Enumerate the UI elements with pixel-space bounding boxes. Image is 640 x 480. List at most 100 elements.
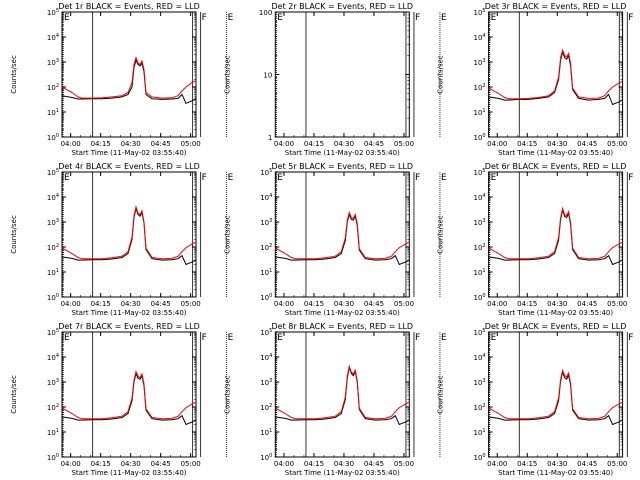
- y-tick-label: 100: [473, 293, 485, 302]
- y-tick-label: 100: [47, 293, 59, 302]
- plot-frame: [61, 331, 197, 458]
- series-line-lld: [275, 210, 410, 260]
- y-tick-label: 101: [473, 108, 485, 117]
- x-tick-label: 04:30: [547, 300, 567, 308]
- x-tick-label: 04:30: [121, 300, 141, 308]
- chart-title: Det 8r BLACK = Events, RED = LLD: [272, 322, 414, 331]
- y-tick-label: 104: [47, 33, 59, 42]
- x-tick-label: 04:00: [61, 460, 81, 468]
- x-tick-label: 05:00: [394, 140, 414, 148]
- y-tick-label: 102: [260, 403, 272, 412]
- y-tick-label: 104: [473, 353, 485, 362]
- x-tick-label: 04:00: [487, 300, 507, 308]
- x-axis-label: Start Time (11-May-02 03:55:40): [71, 149, 186, 157]
- event-marker-label: F: [415, 173, 420, 183]
- chart-panel-8: Det 8r BLACK = Events, RED = LLD 100 101 10…: [223, 322, 447, 477]
- chart-title: Det 5r BLACK = Events, RED = LLD: [272, 162, 414, 171]
- chart-title: Det 6r BLACK = Events, RED = LLD: [485, 162, 627, 171]
- y-tick-label: 104: [260, 193, 272, 202]
- x-tick-label: 04:45: [577, 140, 597, 148]
- event-marker-label: E: [491, 13, 497, 23]
- chart-panel-5: Det 5r BLACK = Events, RED = LLD 100 101 10…: [223, 162, 447, 317]
- x-tick-label: 05:00: [607, 300, 627, 308]
- y-axis-label: Counts/sec: [437, 215, 445, 254]
- y-tick-label: 103: [47, 218, 59, 227]
- x-axis-label: Start Time (11-May-02 03:55:40): [285, 469, 400, 477]
- x-axis-label: Start Time (11-May-02 03:55:40): [498, 149, 613, 157]
- plot-frame: [61, 171, 197, 298]
- y-axis-label: Counts/sec: [10, 375, 18, 414]
- series-line-lld: [488, 206, 623, 260]
- event-marker-label: E: [491, 333, 497, 343]
- x-tick-label: 05:00: [394, 460, 414, 468]
- x-tick-label: 04:00: [487, 140, 507, 148]
- x-tick-label: 05:00: [181, 140, 201, 148]
- chart-title: Det 3r BLACK = Events, RED = LLD: [485, 2, 627, 11]
- x-tick-label: 05:00: [181, 300, 201, 308]
- series-line-events: [488, 50, 623, 106]
- series-line-events: [488, 208, 623, 266]
- y-axis-label: Counts/sec: [223, 55, 231, 94]
- event-marker-label: F: [628, 173, 633, 183]
- chart-panel-7: Det 7r BLACK = Events, RED = LLD 100 101 10…: [10, 322, 234, 477]
- event-marker-label: E: [441, 173, 447, 183]
- x-tick-label: 04:15: [91, 460, 111, 468]
- y-tick-label: 101: [473, 268, 485, 277]
- series-line-events: [275, 365, 410, 426]
- x-axis-label: Start Time (11-May-02 03:55:40): [498, 309, 613, 317]
- chart-panel-6: Det 6r BLACK = Events, RED = LLD 100 101 10…: [437, 162, 634, 317]
- x-tick-label: 04:00: [274, 300, 294, 308]
- event-marker-label: E: [228, 333, 234, 343]
- y-tick-label: 101: [47, 268, 59, 277]
- x-tick-label: 04:30: [334, 300, 354, 308]
- y-tick-label: 100: [260, 293, 272, 302]
- x-tick-label: 04:45: [577, 300, 597, 308]
- series-line-lld: [61, 205, 197, 260]
- plot-frame: [488, 171, 624, 298]
- x-tick-label: 05:00: [607, 460, 627, 468]
- y-axis-label: Counts/sec: [10, 215, 18, 254]
- x-tick-label: 04:45: [364, 460, 384, 468]
- plot-frame: [274, 11, 410, 138]
- event-marker-label: E: [441, 333, 447, 343]
- y-axis-label: Counts/sec: [223, 215, 231, 254]
- event-marker-label: E: [277, 173, 283, 183]
- series-line-lld: [61, 55, 197, 99]
- x-tick-label: 04:00: [274, 140, 294, 148]
- x-axis-label: Start Time (11-May-02 03:55:40): [71, 469, 186, 477]
- y-tick-label: 104: [260, 353, 272, 362]
- y-tick-label: 105: [260, 328, 272, 337]
- series-line-lld: [488, 368, 623, 420]
- y-tick-label: 101: [47, 108, 59, 117]
- y-tick-label: 103: [47, 378, 59, 387]
- event-marker-label: E: [441, 13, 447, 23]
- y-tick-label: 101: [260, 428, 272, 437]
- y-tick-label: 102: [473, 83, 485, 92]
- event-marker-label: F: [202, 13, 207, 23]
- y-tick-label: 102: [260, 243, 272, 252]
- y-tick-label: 10: [263, 72, 272, 80]
- series-line-lld: [275, 364, 410, 420]
- x-tick-label: 04:00: [61, 300, 81, 308]
- x-tick-label: 04:45: [577, 460, 597, 468]
- chart-title: Det 2r BLACK = Events, RED = LLD: [272, 2, 414, 11]
- y-tick-label: 105: [473, 168, 485, 177]
- chart-title: Det 9r BLACK = Events, RED = LLD: [485, 322, 627, 331]
- plot-frame: [488, 331, 624, 458]
- y-tick-label: 105: [47, 8, 59, 17]
- x-tick-label: 04:30: [547, 460, 567, 468]
- y-tick-label: 105: [260, 168, 272, 177]
- event-marker-label: E: [64, 173, 70, 183]
- y-tick-label: 100: [47, 453, 59, 462]
- event-marker-label: F: [628, 333, 633, 343]
- y-axis-label: Counts/sec: [10, 55, 18, 94]
- x-tick-label: 04:00: [61, 140, 81, 148]
- x-axis-label: Start Time (11-May-02 03:55:40): [285, 309, 400, 317]
- x-tick-label: 04:15: [91, 140, 111, 148]
- series-line-lld: [61, 370, 197, 420]
- series-line-events: [275, 212, 410, 266]
- chart-panel-9: Det 9r BLACK = Events, RED = LLD 100 101 10…: [437, 322, 634, 477]
- x-tick-label: 04:45: [151, 460, 171, 468]
- x-tick-label: 05:00: [181, 460, 201, 468]
